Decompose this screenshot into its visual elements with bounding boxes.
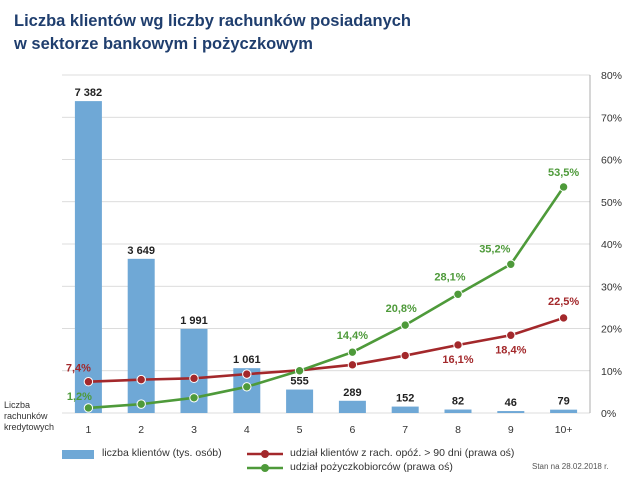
- legend-label-green-series: udział pożyczkobiorców (prawa oś): [290, 461, 453, 473]
- x-axis-title-line: rachunków: [4, 411, 48, 421]
- series-point: [83, 377, 94, 387]
- x-tick-label: 6: [349, 424, 355, 436]
- series-data-label: 7,4%: [66, 363, 91, 375]
- series-point: [453, 340, 463, 350]
- x-tick-label: 1: [85, 424, 91, 436]
- series-point: [136, 374, 146, 385]
- series-point: [453, 289, 463, 299]
- source-note: Stan na 28.02.2018 r.: [532, 462, 609, 471]
- bar-value-label: 79: [557, 396, 569, 408]
- series-point: [242, 382, 252, 392]
- series-data-label: 35,2%: [479, 243, 510, 255]
- bar-value-label: 46: [505, 397, 517, 409]
- right-axis-tick-label: 10%: [601, 366, 622, 378]
- series-point: [136, 399, 146, 409]
- chart-title: Liczba klientów wg liczby rachunków posi…: [14, 10, 484, 56]
- bar-value-label: 555: [290, 376, 308, 388]
- series-data-label: 14,4%: [337, 330, 368, 342]
- bar-value-label: 1 061: [233, 354, 261, 366]
- right-axis-tick-label: 40%: [601, 239, 622, 251]
- x-tick-label: 10+: [555, 424, 573, 436]
- legend-label-red-series: udział klientów z rach. opóź. > 90 dni (…: [290, 447, 515, 459]
- series-data-label: 1,2%: [67, 391, 92, 403]
- bar: [444, 409, 472, 413]
- series-data-label: 53,5%: [548, 167, 579, 179]
- x-tick-label: 3: [191, 424, 197, 436]
- right-axis-tick-label: 80%: [601, 70, 622, 82]
- x-tick-label: 2: [138, 424, 144, 436]
- series-point: [347, 347, 358, 357]
- series-point: [506, 330, 516, 340]
- right-axis-tick-label: 60%: [601, 155, 622, 167]
- x-tick-label: 9: [508, 424, 514, 436]
- legend-label-bars: liczba klientów (tys. osób): [102, 447, 222, 459]
- series-line: [88, 316, 565, 384]
- series-data-label: 16,1%: [442, 354, 473, 366]
- series-line: [88, 186, 565, 410]
- x-tick-label: 5: [297, 424, 303, 436]
- bar: [497, 411, 525, 413]
- bar-value-label: 82: [452, 396, 464, 408]
- series-point: [400, 350, 410, 361]
- x-tick-label: 8: [455, 424, 461, 436]
- series-data-label: 18,4%: [495, 344, 526, 356]
- bar: [550, 409, 578, 413]
- bar-value-label: 3 649: [127, 245, 155, 257]
- series-point: [506, 259, 516, 269]
- right-axis-tick-label: 20%: [601, 324, 622, 336]
- x-axis-title-line: Liczba: [4, 400, 30, 410]
- series-point: [189, 373, 199, 384]
- x-tick-label: 7: [402, 424, 408, 436]
- series-point: [242, 369, 252, 379]
- series-point: [189, 393, 199, 403]
- bar: [338, 400, 366, 413]
- bar-value-label: 289: [343, 387, 361, 399]
- bar-value-label: 152: [396, 393, 414, 405]
- bar: [286, 389, 314, 413]
- series-point: [347, 360, 358, 370]
- chart-title-text: Liczba klientów wg liczby rachunków posi…: [14, 12, 411, 53]
- bar-value-label: 7 382: [75, 87, 103, 99]
- series-point: [294, 366, 305, 376]
- bar: [391, 406, 419, 413]
- x-tick-label: 4: [244, 424, 250, 436]
- series-point: [558, 313, 569, 323]
- series-data-label: 20,8%: [386, 303, 417, 315]
- series-data-label: 28,1%: [434, 271, 465, 283]
- series-point: [83, 403, 94, 413]
- right-axis-tick-label: 70%: [601, 112, 622, 124]
- bar-value-label: 1 991: [180, 315, 208, 327]
- series-data-label: 22,5%: [548, 296, 579, 308]
- series-point: [400, 320, 410, 330]
- bar: [127, 258, 155, 413]
- right-axis-tick-label: 30%: [601, 281, 622, 293]
- bar: [74, 101, 102, 413]
- right-axis-tick-label: 50%: [601, 197, 622, 209]
- series-point: [558, 182, 569, 192]
- x-axis-title-line: kredytowych: [4, 422, 54, 432]
- right-axis-tick-label: 0%: [601, 408, 616, 420]
